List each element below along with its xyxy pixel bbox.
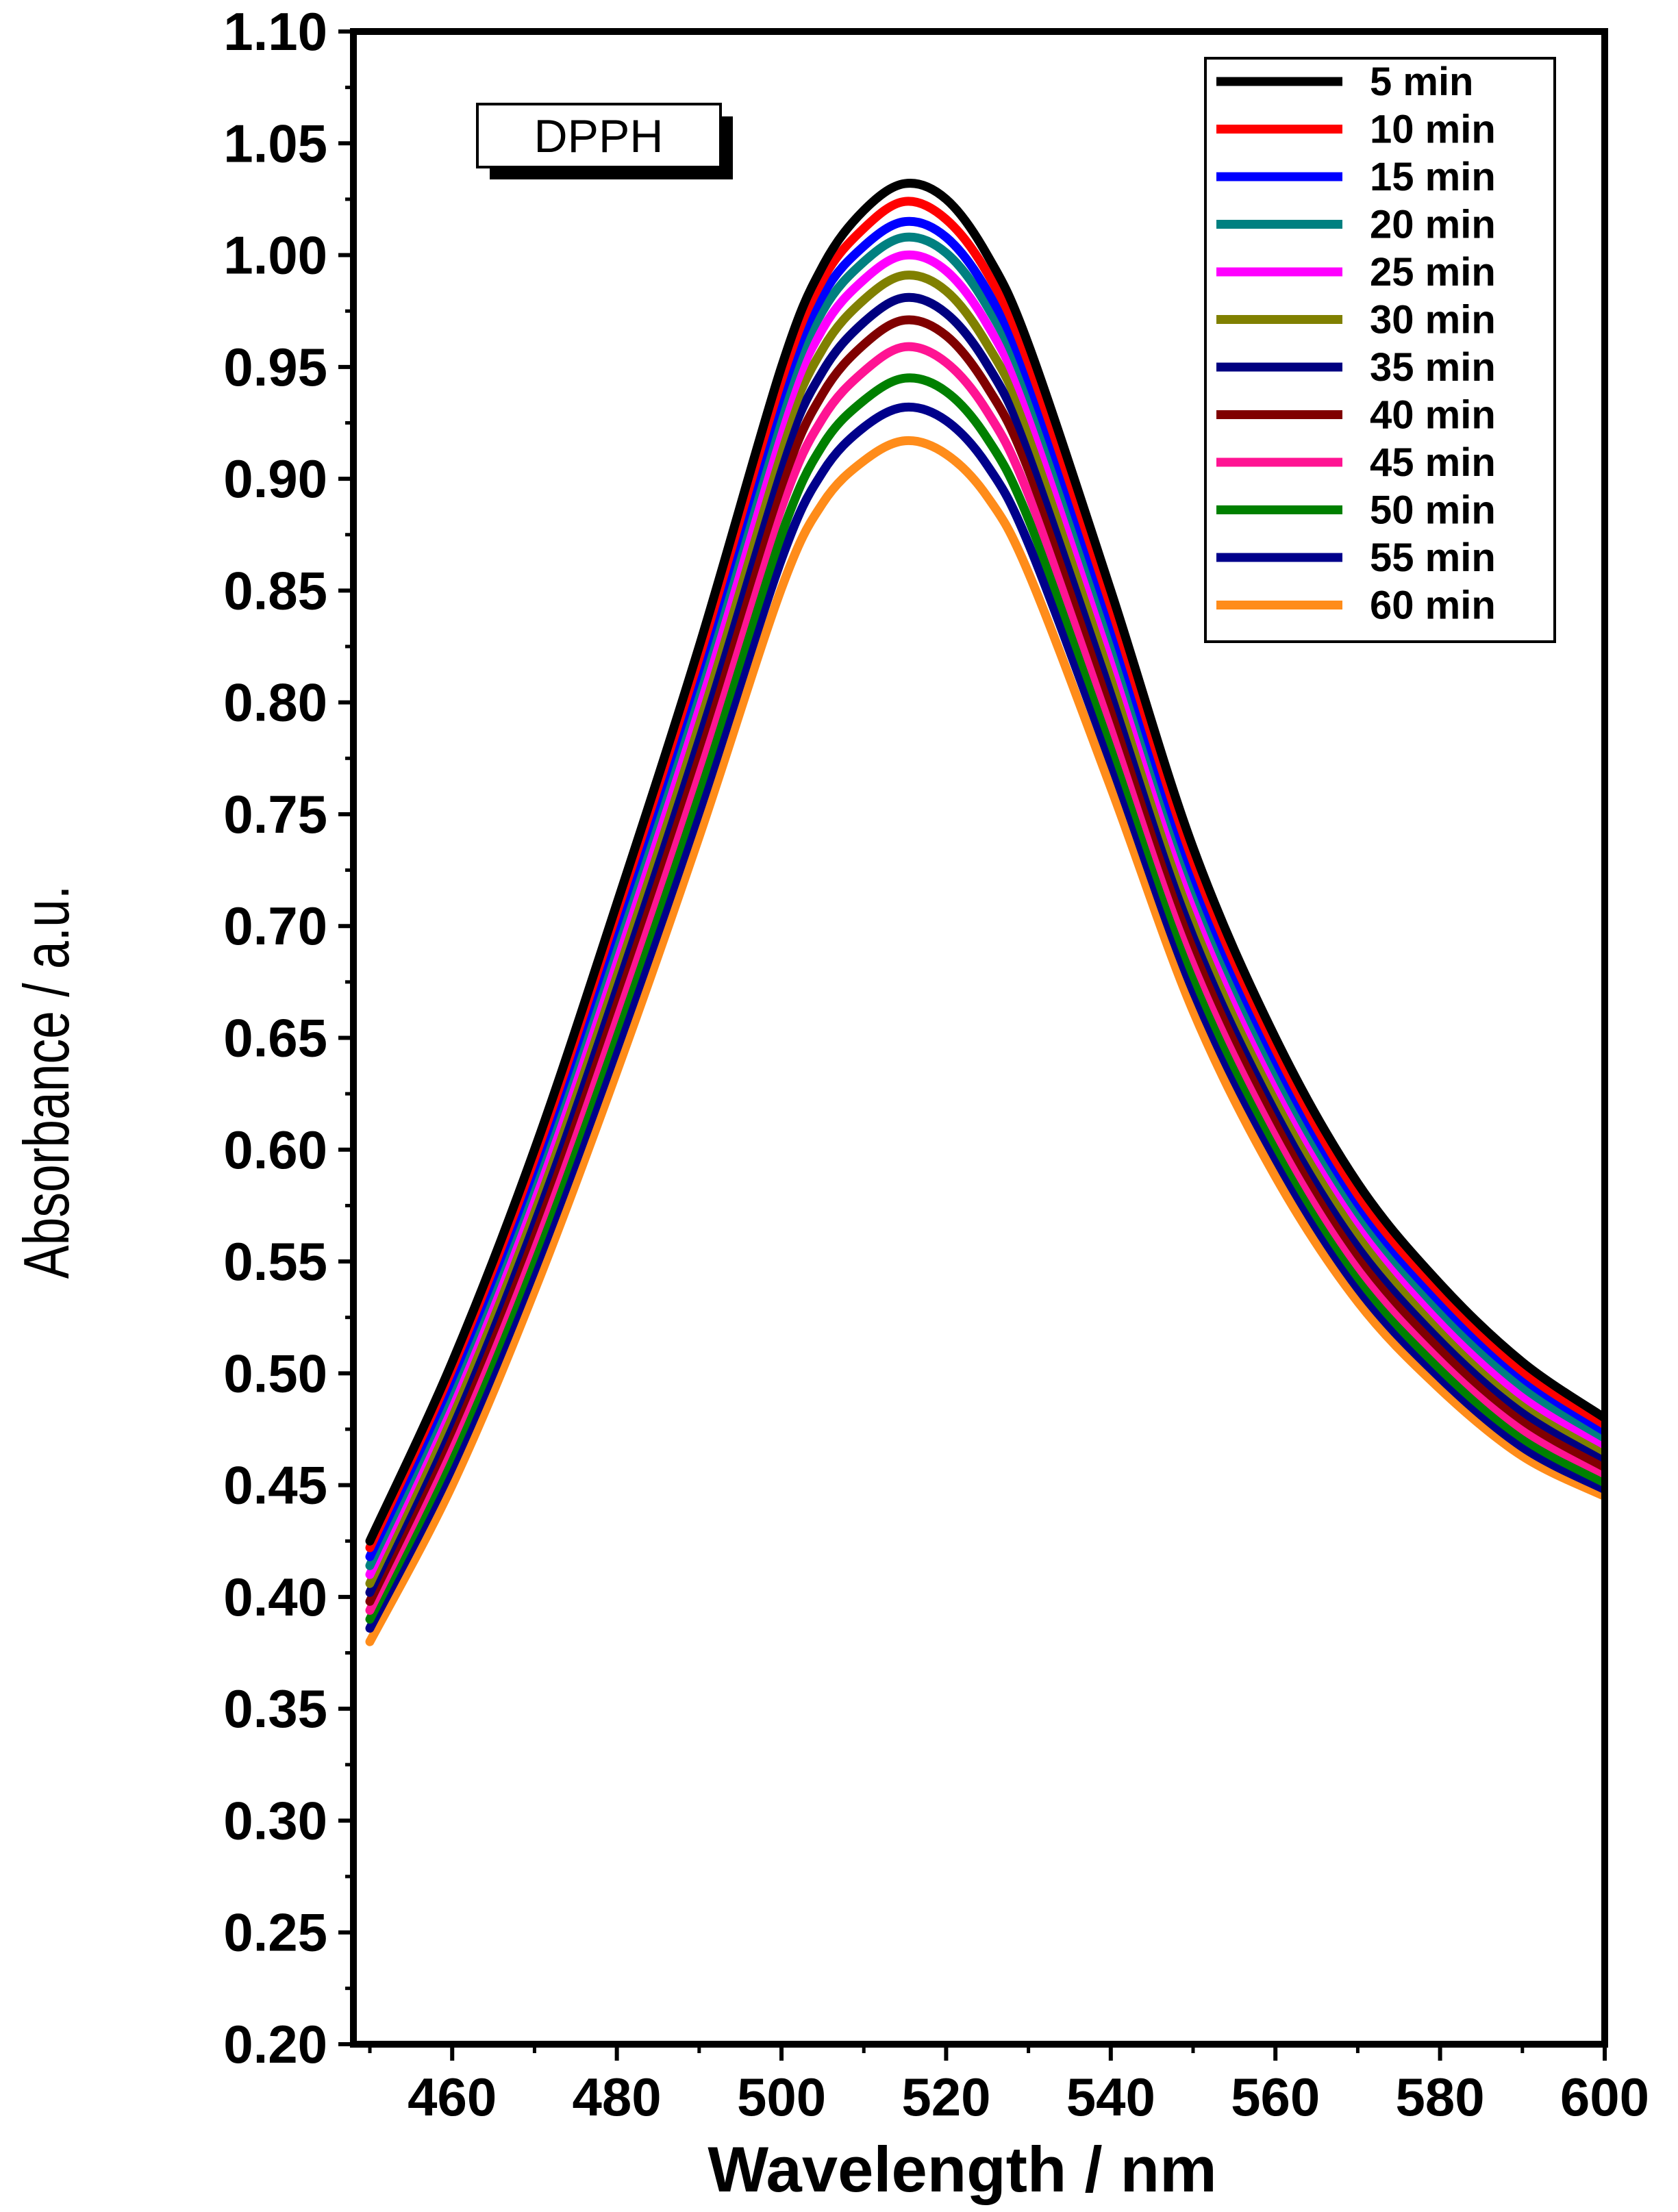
legend-label-55-min: 55 min: [1370, 536, 1496, 580]
annotation-box: [476, 103, 722, 168]
legend-box: [1204, 57, 1556, 643]
annotation-label: DPPH: [534, 110, 664, 162]
x-tick-label-600: 600: [1560, 2067, 1649, 2127]
y-tick-label-0.50: 0.50: [223, 1343, 327, 1403]
y-tick-label-0.80: 0.80: [223, 673, 327, 733]
y-tick-label-0.65: 0.65: [223, 1008, 327, 1068]
y-tick-label-0.30: 0.30: [223, 1790, 327, 1850]
series-lines: [365, 179, 1605, 1646]
axes-layer: 0.20 0.25 0.30 0.35 0.40 0.45 0.50 0.55 0.60 0.65…: [223, 1, 1649, 2127]
x-tick-label-540: 540: [1066, 2067, 1155, 2127]
y-tick-label-0.40: 0.40: [223, 1567, 327, 1627]
legend-label-25-min: 25 min: [1370, 250, 1496, 294]
series-layer: [365, 179, 1605, 1646]
annotation-layer: DPPH: [476, 103, 733, 179]
y-tick-label-0.70: 0.70: [223, 896, 327, 956]
x-tick-label-460: 460: [408, 2067, 497, 2127]
y-tick-label-0.45: 0.45: [223, 1455, 327, 1516]
x-tick-label-480: 480: [573, 2067, 662, 2127]
y-tick-label-0.20: 0.20: [223, 2014, 327, 2074]
series-line-60-min: [365, 436, 1605, 1646]
legend-label-40-min: 40 min: [1370, 393, 1496, 438]
x-tick-label-560: 560: [1231, 2067, 1320, 2127]
y-tick-label-0.55: 0.55: [223, 1231, 327, 1292]
y-tick-label-0.95: 0.95: [223, 337, 327, 397]
series-line-35-min: [365, 292, 1605, 1597]
y-tick-label-1.10: 1.10: [223, 1, 327, 62]
x-tick-label-500: 500: [737, 2067, 826, 2127]
legend-label-45-min: 45 min: [1370, 440, 1496, 485]
legend-label-20-min: 20 min: [1370, 203, 1496, 247]
y-tick-label-1.00: 1.00: [223, 225, 327, 286]
y-tick-label-0.35: 0.35: [223, 1679, 327, 1739]
series-line-5-min: [365, 179, 1605, 1546]
y-tick-label-0.75: 0.75: [223, 784, 327, 844]
legend-label-50-min: 50 min: [1370, 488, 1496, 533]
legend-label-15-min: 15 min: [1370, 155, 1496, 199]
y-tick-label-0.25: 0.25: [223, 1902, 327, 1963]
x-tick-label-580: 580: [1396, 2067, 1485, 2127]
y-tick-label-1.05: 1.05: [223, 113, 327, 173]
series-line-50-min: [365, 373, 1605, 1624]
legend-label-35-min: 35 min: [1370, 345, 1496, 390]
series-line-40-min: [365, 315, 1605, 1606]
y-axis-title: Absorbance / a.u.: [10, 885, 82, 1279]
y-tick-label-0.90: 0.90: [223, 449, 327, 509]
y-tick-label-0.60: 0.60: [223, 1120, 327, 1180]
y-tick-label-0.85: 0.85: [223, 560, 327, 620]
legend-label-10-min: 10 min: [1370, 108, 1496, 152]
legend-label-30-min: 30 min: [1370, 298, 1496, 342]
series-line-55-min: [365, 402, 1605, 1633]
legend-label-60-min: 60 min: [1370, 583, 1496, 628]
x-axis-title: Wavelength / nm: [707, 2133, 1216, 2205]
legend-label-5-min: 5 min: [1370, 60, 1474, 104]
x-tick-label-520: 520: [901, 2067, 990, 2127]
series-line-45-min: [365, 342, 1605, 1615]
